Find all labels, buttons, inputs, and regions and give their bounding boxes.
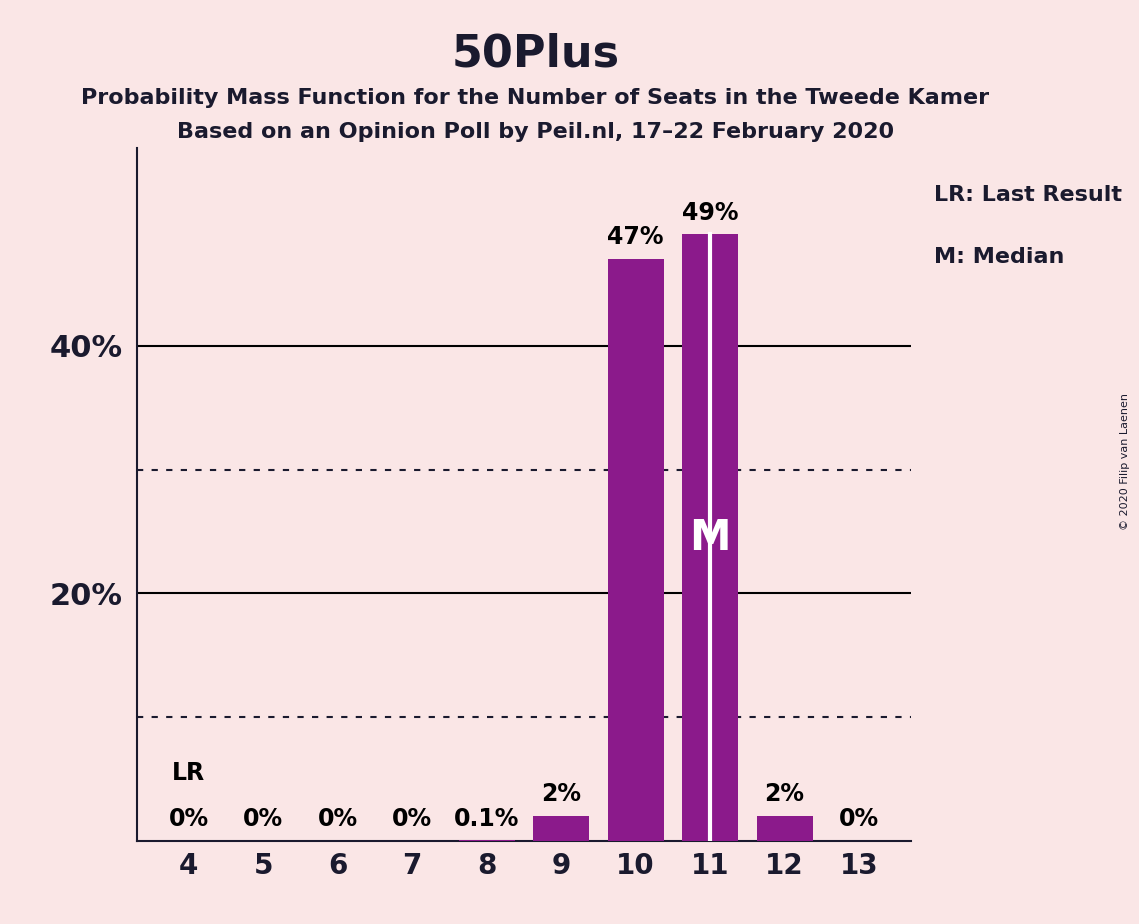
Bar	[608, 260, 664, 841]
Text: 0%: 0%	[318, 807, 358, 831]
Bar	[533, 816, 589, 841]
Text: Based on an Opinion Poll by Peil.nl, 17–22 February 2020: Based on an Opinion Poll by Peil.nl, 17–…	[177, 122, 894, 142]
Text: LR: Last Result: LR: Last Result	[934, 185, 1122, 205]
Text: Probability Mass Function for the Number of Seats in the Tweede Kamer: Probability Mass Function for the Number…	[81, 88, 990, 108]
Text: 2%: 2%	[764, 783, 804, 806]
Bar	[682, 235, 738, 841]
Text: 50Plus: 50Plus	[451, 32, 620, 76]
Bar	[756, 816, 812, 841]
Text: M: Median: M: Median	[934, 247, 1064, 267]
Text: 0.1%: 0.1%	[454, 807, 519, 831]
Text: 47%: 47%	[607, 225, 664, 249]
Text: M: M	[689, 517, 731, 559]
Text: LR: LR	[172, 761, 205, 785]
Text: 0%: 0%	[244, 807, 284, 831]
Bar	[459, 840, 515, 841]
Text: © 2020 Filip van Laenen: © 2020 Filip van Laenen	[1120, 394, 1130, 530]
Text: 2%: 2%	[541, 783, 581, 806]
Text: 0%: 0%	[169, 807, 208, 831]
Text: 0%: 0%	[392, 807, 433, 831]
Text: 0%: 0%	[839, 807, 879, 831]
Text: 49%: 49%	[682, 201, 738, 225]
